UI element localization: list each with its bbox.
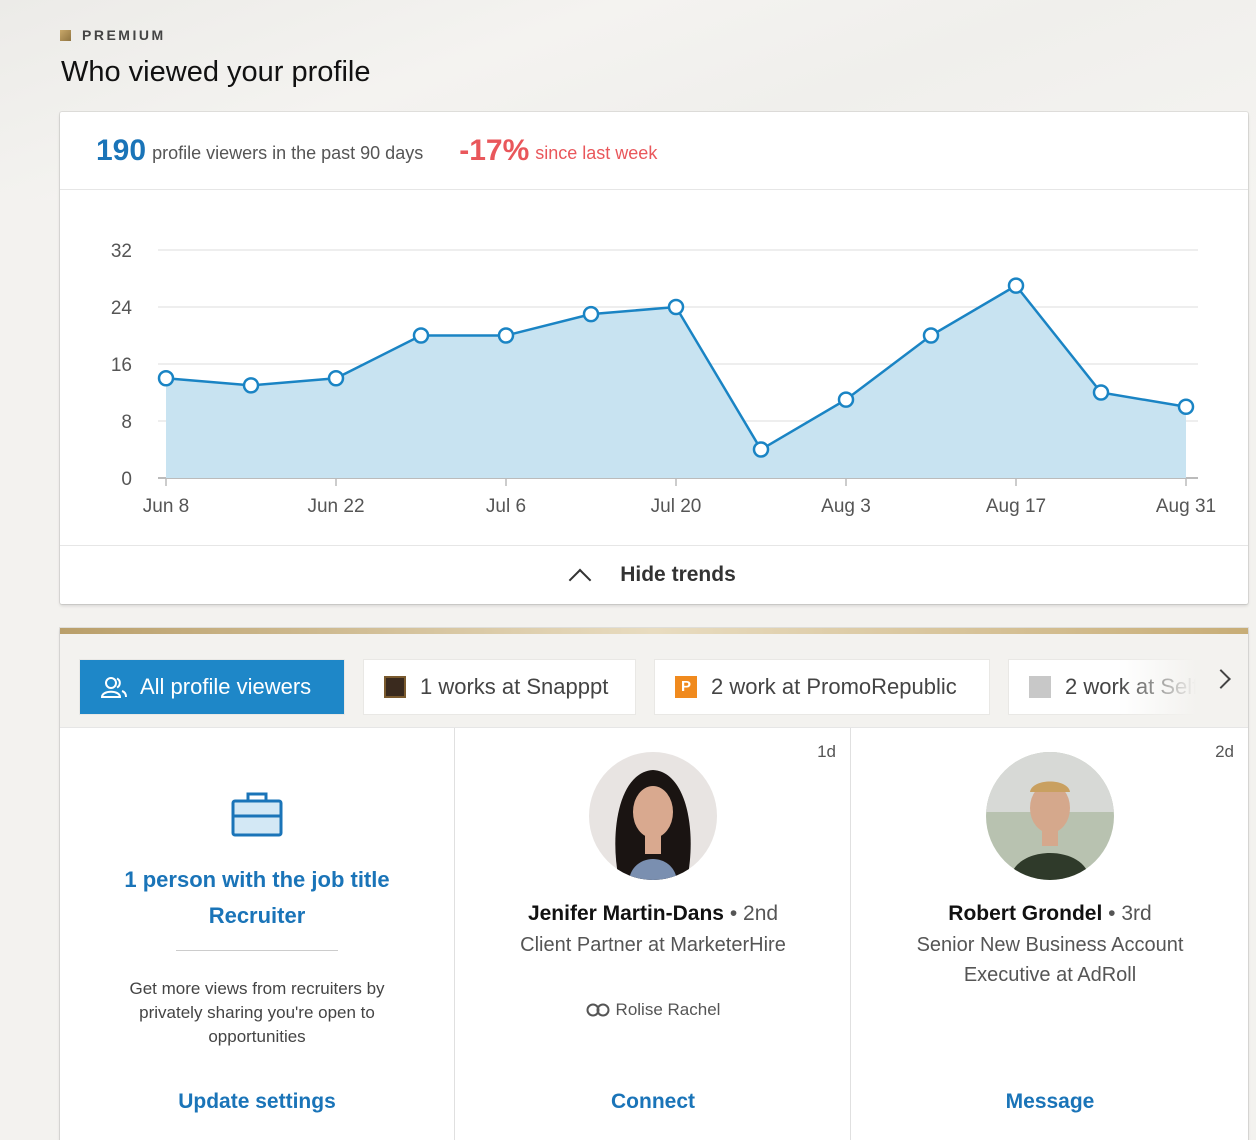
- filter-snapppt[interactable]: 1 works at Snapppt: [364, 660, 635, 714]
- viewers-chart: 0 8 16 24 32 Jun 8 Jun 22 Jul 6 Jul 20 Aug 3 Aug 1…: [60, 191, 1248, 545]
- view-time: 2d: [1215, 742, 1234, 761]
- change-percent: -17%: [459, 133, 530, 167]
- filter-promorepublic[interactable]: P 2 work at PromoRepublic: [655, 660, 989, 714]
- data-point: [752, 441, 770, 458]
- x-tick-label: Aug 17: [986, 496, 1046, 517]
- data-point: [412, 327, 430, 344]
- premium-accent-bar: [60, 628, 1248, 634]
- viewer-name[interactable]: Jenifer Martin-Dans: [527, 902, 724, 925]
- job-title-insight: 1 person with the job title Recruiter Ge…: [60, 728, 455, 1140]
- viewer-headline: Client Partner at MarketerHire: [520, 934, 786, 956]
- x-tick-label: Jun 8: [143, 496, 189, 517]
- data-point: [922, 327, 940, 344]
- viewer-card: 2d Robert Grondel • 3rd Senior New Busin…: [852, 728, 1248, 1140]
- x-tick-label: Jul 20: [651, 496, 702, 517]
- mutual-connection-name: Rolise Rachel: [615, 1000, 721, 1019]
- snapppt-logo-icon: [384, 676, 406, 698]
- connection-degree: 2nd: [743, 902, 779, 925]
- premium-label: PREMIUM: [82, 27, 166, 43]
- y-tick-label: 0: [121, 469, 132, 490]
- viewer-name-line: Jenifer Martin-Dans • 2nd: [527, 902, 779, 925]
- shared-connection-icon: [586, 1003, 610, 1017]
- viewers-card: All profile viewers 1 works at Snapppt P…: [60, 628, 1248, 1140]
- data-point: [242, 377, 260, 394]
- premium-badge: PREMIUM: [60, 27, 166, 43]
- trends-card: 190 profile viewers in the past 90 days …: [60, 112, 1248, 604]
- viewer-name[interactable]: Robert Grondel: [948, 902, 1103, 925]
- update-settings-link[interactable]: Update settings: [178, 1090, 336, 1113]
- y-tick-label: 24: [111, 298, 133, 319]
- scroll-fade: [1118, 634, 1248, 727]
- x-tick-label: Jun 22: [307, 496, 364, 517]
- company-logo-icon: [1029, 676, 1051, 698]
- filter-all-profile-viewers[interactable]: All profile viewers: [80, 660, 344, 714]
- y-tick-label: 32: [111, 241, 132, 262]
- data-point: [1092, 384, 1110, 401]
- x-tick-label: Aug 3: [821, 496, 871, 517]
- y-tick-label: 8: [121, 412, 132, 433]
- data-point: [157, 370, 175, 387]
- filter-pills-row: All profile viewers 1 works at Snapppt P…: [60, 634, 1248, 728]
- job-title-line1: 1 person with the job title: [124, 867, 390, 892]
- stats-row: 190 profile viewers in the past 90 days …: [60, 112, 1248, 190]
- people-icon: [100, 677, 127, 698]
- data-point: [837, 391, 855, 408]
- viewer-name-line: Robert Grondel • 3rd: [948, 902, 1152, 925]
- chevron-up-icon: [568, 568, 592, 592]
- hide-trends-button[interactable]: Hide trends: [60, 545, 1248, 604]
- divider: [176, 950, 338, 951]
- data-point: [582, 305, 600, 323]
- data-point: [497, 327, 515, 344]
- viewers-chart-svg: 0 8 16 24 32 Jun 8 Jun 22 Jul 6 Jul 20 Aug 3 Aug 1…: [111, 241, 1216, 517]
- y-tick-label: 16: [111, 355, 132, 376]
- message-button[interactable]: Message: [1005, 1090, 1095, 1113]
- page-title: Who viewed your profile: [61, 56, 371, 88]
- view-time: 1d: [817, 742, 836, 761]
- viewer-card: 1d Jenifer Martin-Dans • 2nd Client Part…: [456, 728, 851, 1140]
- data-point: [1177, 398, 1195, 415]
- data-point: [1007, 277, 1025, 294]
- viewers-count-label: profile viewers in the past 90 days: [152, 143, 424, 163]
- job-title-line2[interactable]: Recruiter: [208, 903, 306, 928]
- mutual-connection[interactable]: Rolise Rachel: [456, 1000, 850, 1020]
- data-point: [327, 370, 345, 387]
- filter-label: 1 works at Snapppt: [420, 674, 609, 699]
- job-insight-description: Get more views from recruiters by privat…: [129, 979, 385, 1046]
- x-tick-label: Jul 6: [486, 496, 526, 517]
- connect-button[interactable]: Connect: [611, 1090, 695, 1113]
- connection-degree: 3rd: [1121, 902, 1152, 925]
- x-tick-label: Aug 31: [1156, 496, 1216, 517]
- filter-label: 2 work at PromoRepublic: [711, 674, 957, 699]
- viewers-count: 190: [96, 133, 147, 167]
- viewer-headline: Senior New Business Account Executive at…: [916, 934, 1184, 986]
- area-fill: [166, 285, 1186, 478]
- avatar[interactable]: [589, 752, 717, 880]
- change-label: since last week: [535, 143, 658, 163]
- briefcase-icon: [231, 792, 283, 837]
- promorepublic-logo-icon: P: [675, 676, 697, 698]
- hide-trends-label: Hide trends: [620, 563, 736, 586]
- avatar[interactable]: [986, 752, 1114, 880]
- filter-label: All profile viewers: [140, 674, 312, 699]
- premium-icon: [60, 29, 71, 41]
- data-point: [667, 298, 685, 316]
